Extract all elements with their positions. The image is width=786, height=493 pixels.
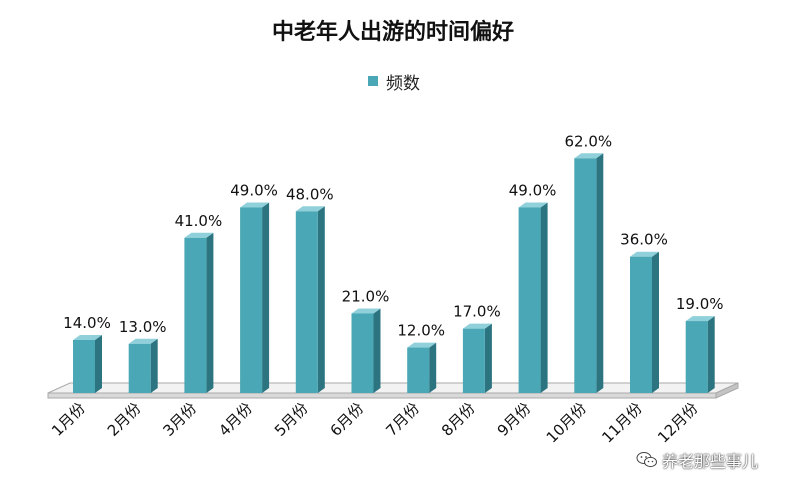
data-label: 12.0% <box>397 322 445 340</box>
bar <box>351 308 381 393</box>
bar-front <box>630 256 652 393</box>
bar-side <box>484 323 492 393</box>
data-label: 49.0% <box>230 182 278 200</box>
bar-top <box>630 251 659 257</box>
data-label: 21.0% <box>342 288 390 306</box>
data-label: 36.0% <box>620 231 668 249</box>
bar-top <box>73 335 102 340</box>
x-tick-label: 9月份 <box>494 399 535 440</box>
bar-front <box>295 211 318 393</box>
bar-side <box>95 335 102 393</box>
data-label: 14.0% <box>63 314 111 332</box>
x-tick-label: 11月份 <box>598 399 645 446</box>
bar-side <box>317 206 325 393</box>
watermark-text: 养老那些事儿 <box>662 452 759 471</box>
bar <box>574 153 604 393</box>
bar <box>685 316 715 393</box>
bar-front <box>73 340 95 393</box>
bar-side <box>262 202 270 393</box>
bar <box>128 338 158 393</box>
bar-front <box>685 321 708 393</box>
x-tick-label: 4月份 <box>215 399 256 440</box>
bar <box>240 202 270 393</box>
data-label: 62.0% <box>564 132 612 150</box>
bar-side <box>707 316 715 393</box>
bar-front <box>128 343 151 393</box>
x-tick-label: 2月份 <box>104 399 145 440</box>
bar-front <box>351 313 374 393</box>
x-tick-label: 10月份 <box>543 399 590 446</box>
x-tick-label: 12月份 <box>654 399 701 446</box>
bar <box>630 251 659 393</box>
bar-top <box>240 202 270 208</box>
x-tick-label: 5月份 <box>271 399 312 440</box>
bar-front <box>184 237 207 393</box>
bar-top <box>685 316 715 322</box>
floor-front <box>47 392 717 399</box>
floor-side <box>715 382 739 399</box>
data-label: 17.0% <box>453 303 501 321</box>
legend-label: 频数 <box>386 73 420 94</box>
watermark: 养老那些事儿 <box>636 448 758 472</box>
bar-top <box>407 342 437 348</box>
wechat-icon <box>636 451 658 469</box>
data-label: 41.0% <box>175 212 223 230</box>
data-label: 13.0% <box>119 318 167 336</box>
x-tick-label: 6月份 <box>327 399 368 440</box>
bar-side <box>596 153 604 393</box>
legend-swatch <box>368 76 378 86</box>
bar-top <box>574 153 604 159</box>
bar-top <box>462 323 492 329</box>
chart-title: 中老年人出游的时间偏好 <box>271 20 514 45</box>
bar-side <box>206 232 214 393</box>
bar-front <box>407 347 430 393</box>
bar-top <box>351 308 381 314</box>
x-tick-label: 7月份 <box>382 399 423 440</box>
bar-top <box>518 202 548 208</box>
bar-side <box>652 251 659 393</box>
bar-top <box>128 338 158 344</box>
bar-side <box>373 308 381 393</box>
bar <box>518 202 548 393</box>
bar-front <box>574 158 597 393</box>
data-label: 19.0% <box>676 295 724 313</box>
bar-front <box>462 328 485 393</box>
bar-side <box>429 342 437 393</box>
bar-front <box>518 207 541 393</box>
x-tick-label: 1月份 <box>48 399 89 440</box>
bar-front <box>240 207 263 393</box>
bar <box>73 335 102 393</box>
bar-top <box>295 206 325 212</box>
bar <box>407 342 437 393</box>
data-label: 49.0% <box>509 182 557 200</box>
bar <box>462 323 492 393</box>
x-tick-label: 8月份 <box>438 399 479 440</box>
bar <box>184 232 214 393</box>
bar-side <box>540 202 548 393</box>
x-tick-label: 3月份 <box>160 399 201 440</box>
bar-side <box>150 338 158 393</box>
bar-top <box>184 232 214 238</box>
legend: 频数 <box>368 70 420 94</box>
data-label: 48.0% <box>286 185 334 203</box>
bar <box>295 206 325 393</box>
